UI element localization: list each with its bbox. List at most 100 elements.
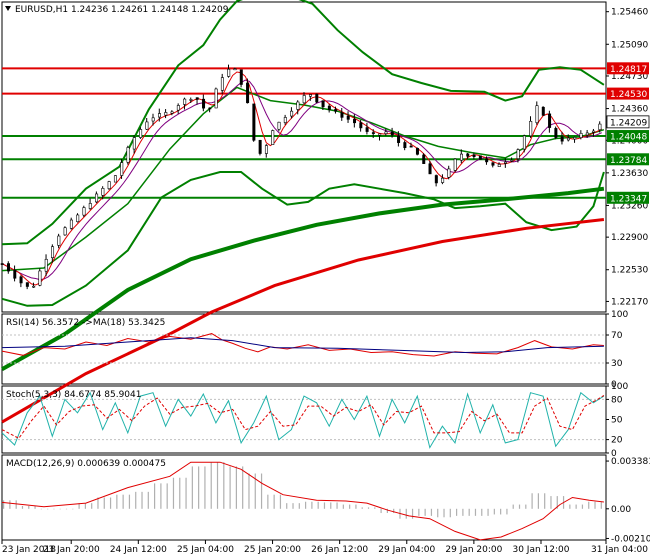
- macd-histogram-bar: [569, 504, 571, 509]
- bollinger-middle: [1, 86, 605, 272]
- level-label-box: [607, 130, 649, 143]
- macd-histogram-bar: [84, 503, 86, 509]
- macd-histogram-bar: [260, 473, 263, 509]
- macd-histogram-bar: [21, 505, 24, 509]
- price-ytick-label: 1.24730: [611, 72, 648, 82]
- macd-histogram-bar: [147, 491, 149, 509]
- candle-body: [38, 270, 42, 286]
- macd-histogram-bar: [374, 507, 376, 509]
- x-tick-label: 26 Jan 12:00: [311, 545, 368, 555]
- panel-frame-rsi: [1, 313, 607, 385]
- candle-body: [107, 181, 111, 190]
- macd-histogram-bar: [500, 508, 502, 515]
- level-label: 1.24530: [610, 90, 647, 100]
- macd-histogram-bar: [481, 508, 483, 516]
- bollinger-lower: [1, 171, 605, 307]
- stoch-k-line: [1, 391, 605, 449]
- macd-histogram-bar: [248, 473, 250, 509]
- macd-histogram-bar: [525, 504, 527, 509]
- macd-histogram-bar: [323, 502, 326, 509]
- candle-body: [176, 105, 180, 111]
- price-title: EURUSD,H1 1.24236 1.24261 1.24148 1.2420…: [15, 5, 229, 15]
- candle-body: [258, 139, 262, 154]
- candle-body: [472, 154, 476, 157]
- macd-histogram-bar: [468, 508, 470, 516]
- macd-histogram-bar: [349, 504, 351, 509]
- macd-histogram-bar: [342, 504, 344, 509]
- candle-body: [422, 154, 426, 164]
- candle-body: [32, 285, 36, 288]
- candle-body: [6, 263, 10, 272]
- candle-body: [535, 105, 539, 123]
- level-label-box: [607, 87, 649, 100]
- macd-histogram-bar: [185, 477, 187, 509]
- macd-histogram-bar: [443, 508, 445, 518]
- x-tick-label: 25 Jan 20:00: [244, 545, 301, 555]
- rsi-title: RSI(14) 56.3572 ->MA(18) 53.3425: [6, 318, 165, 328]
- candle-body: [76, 214, 80, 223]
- macd-histogram-bar: [109, 497, 112, 509]
- level-label: 1.24048: [610, 133, 647, 143]
- candle-body: [397, 135, 401, 143]
- macd-histogram-bar: [336, 502, 338, 509]
- macd-histogram-bar: [292, 503, 294, 509]
- candle-body: [560, 136, 564, 142]
- macd-histogram-bar: [166, 483, 168, 509]
- macd-histogram-bar: [128, 494, 131, 509]
- macd-histogram-bar: [97, 497, 99, 509]
- candle-body: [126, 147, 130, 163]
- macd-histogram-bar: [242, 466, 244, 509]
- macd-histogram-bar: [154, 483, 156, 509]
- macd-histogram-bar: [210, 462, 212, 509]
- macd-histogram-bar: [575, 504, 577, 509]
- stoch-ytick-label: 20: [611, 436, 623, 446]
- macd-histogram-bar: [474, 508, 477, 516]
- macd-histogram-bar: [437, 508, 439, 518]
- candle-body: [566, 137, 570, 141]
- macd-histogram-bar: [273, 494, 275, 509]
- candle-body: [548, 113, 552, 128]
- candle-body: [101, 188, 105, 196]
- candle-body: [384, 131, 388, 134]
- candle-body: [202, 98, 206, 109]
- macd-histogram-bar: [9, 500, 11, 509]
- macd-histogram-bar: [65, 508, 68, 510]
- candle-body: [208, 107, 212, 110]
- price-ytick-label: 1.22170: [611, 297, 648, 307]
- macd-histogram-bar: [537, 493, 539, 509]
- ma-slow: [1, 79, 602, 281]
- macd-histogram-bar: [28, 505, 30, 509]
- candle-body: [120, 162, 124, 176]
- stoch-ytick-label: 100: [611, 382, 628, 392]
- macd-histogram-bar: [493, 508, 495, 515]
- stoch-ytick-label: 0: [611, 449, 617, 459]
- candle-body: [139, 129, 143, 138]
- macd-histogram-bar: [198, 466, 200, 509]
- macd-histogram-bar: [298, 503, 300, 509]
- candle-body: [579, 133, 583, 138]
- price-ytick-label: 1.22530: [611, 266, 648, 276]
- candle-body: [170, 111, 174, 114]
- macd-histogram-bar: [594, 501, 596, 509]
- macd-histogram-bar: [588, 501, 590, 509]
- macd-histogram-bar: [229, 466, 231, 509]
- macd-histogram-bar: [449, 508, 451, 518]
- candle-body: [321, 100, 325, 108]
- candle-body: [403, 142, 407, 149]
- candle-body: [308, 94, 312, 97]
- macd-histogram-bar: [141, 491, 143, 509]
- candle-body: [346, 115, 350, 120]
- macd-histogram-bar: [116, 494, 118, 509]
- candle-body: [409, 145, 413, 148]
- macd-histogram-bar: [103, 497, 105, 509]
- candle-body: [51, 246, 55, 258]
- macd-histogram-bar: [15, 500, 17, 509]
- macd-histogram-bar: [330, 502, 332, 509]
- x-tick-label: 29 Jan 20:00: [445, 545, 502, 555]
- macd-histogram-bar: [311, 501, 313, 509]
- macd-histogram-bar: [34, 505, 36, 509]
- candle-body: [504, 161, 508, 164]
- macd-histogram-bar: [462, 508, 464, 516]
- x-tick-label: 30 Jan 12:00: [512, 545, 569, 555]
- candle-body: [277, 121, 281, 130]
